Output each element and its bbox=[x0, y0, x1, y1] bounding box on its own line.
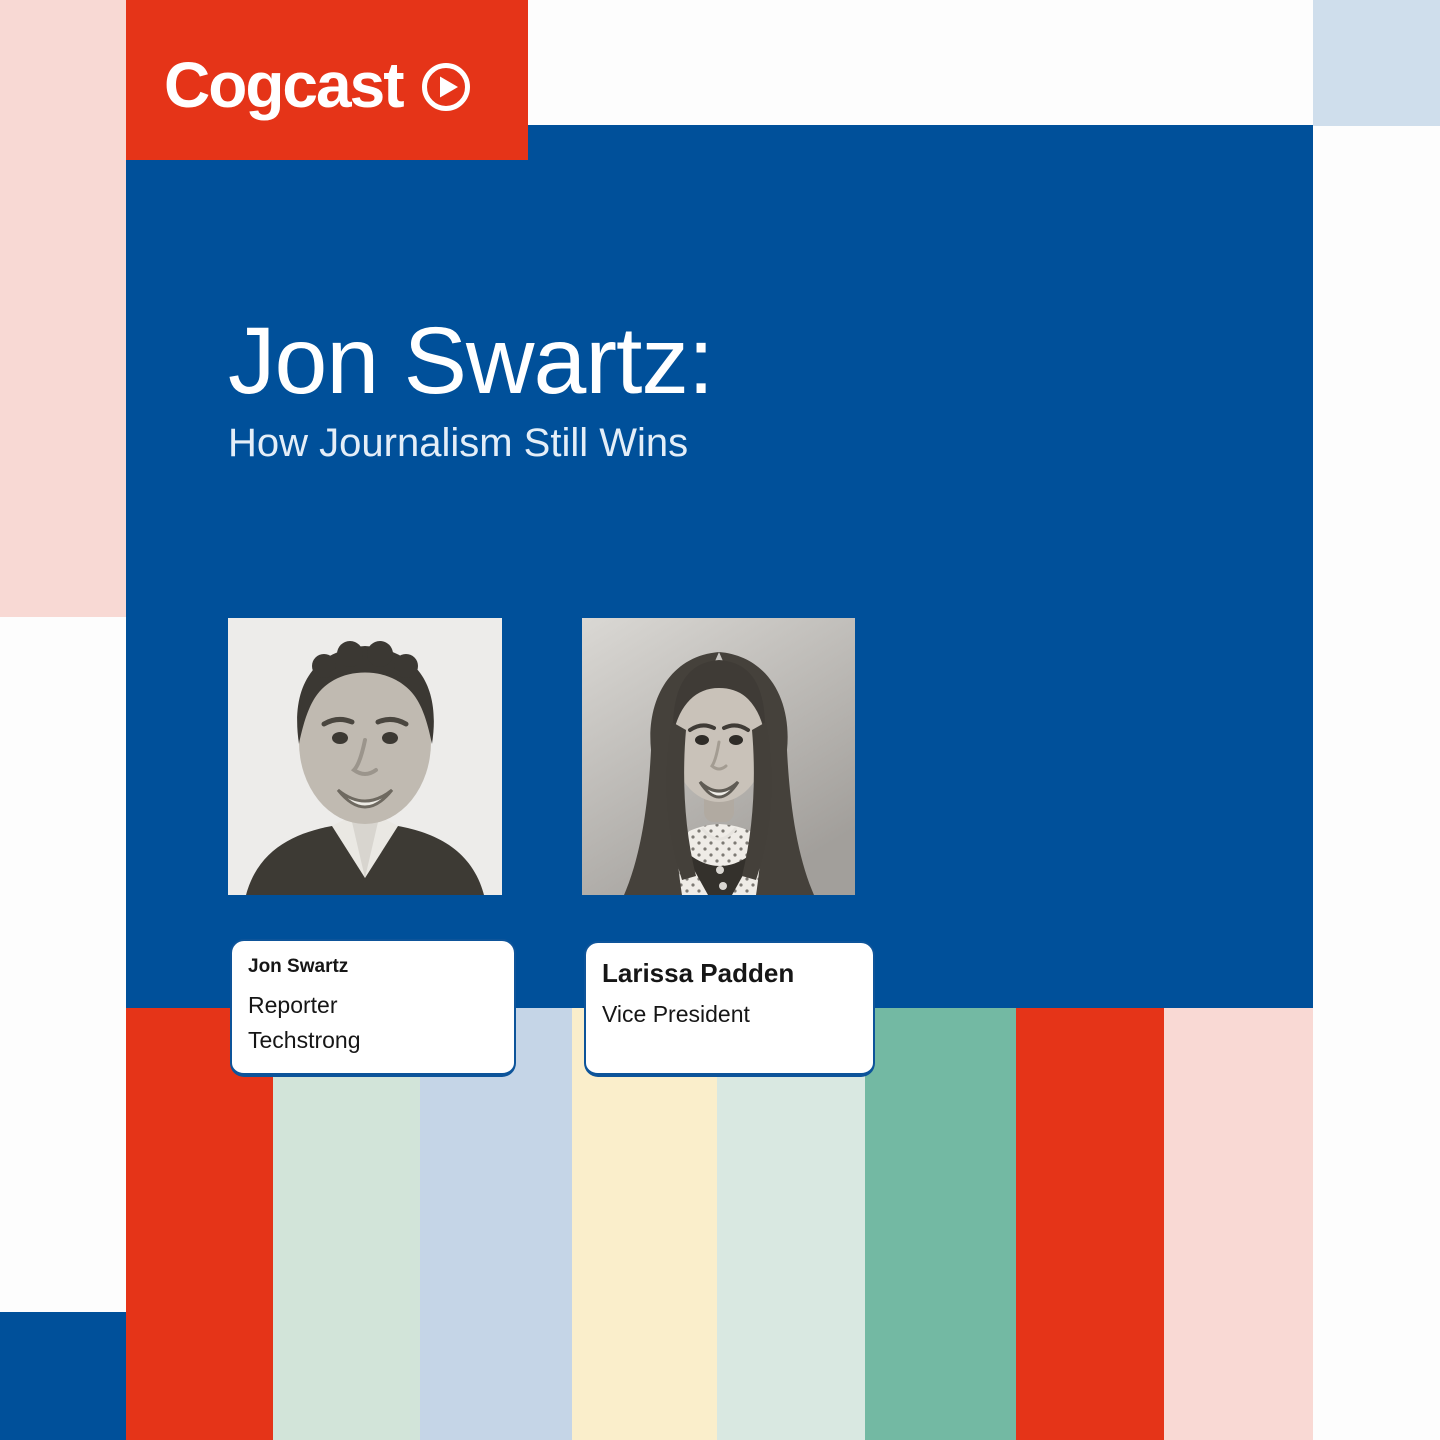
brand-logo-text: Cogcast bbox=[164, 49, 404, 121]
stripe-mint bbox=[273, 1008, 420, 1440]
stripe-teal bbox=[865, 1008, 1016, 1440]
portrait-image-man bbox=[228, 618, 502, 895]
speaker-photo-larissa bbox=[582, 618, 855, 895]
speaker-photo-jon bbox=[228, 618, 502, 895]
speaker-card-larissa: Larissa Padden Vice President bbox=[584, 941, 875, 1077]
stripe-light-blue bbox=[420, 1008, 572, 1440]
speaker-name: Jon Swartz bbox=[248, 956, 349, 977]
speaker-role: Vice President bbox=[602, 1001, 750, 1027]
episode-subtitle: How Journalism Still Wins bbox=[228, 421, 689, 465]
speaker-role: Reporter bbox=[248, 992, 338, 1018]
stripe-cream bbox=[572, 1008, 717, 1440]
stripe-mint-2 bbox=[717, 1008, 865, 1440]
speaker-name: Larissa Padden bbox=[602, 958, 795, 988]
portrait-image-woman bbox=[582, 618, 855, 895]
episode-title: Jon Swartz: bbox=[228, 308, 714, 414]
stripe-red-right bbox=[1016, 1008, 1164, 1440]
speaker-company: Techstrong bbox=[248, 1026, 361, 1053]
stripe-pink bbox=[1164, 1008, 1313, 1440]
stripe-red-left bbox=[126, 1008, 273, 1440]
blue-bottom-left-block bbox=[0, 1312, 126, 1440]
brand-logo-block: Cogcast bbox=[126, 0, 528, 160]
light-blue-corner-block bbox=[1313, 0, 1440, 126]
pink-corner-block bbox=[0, 0, 126, 617]
play-icon[interactable] bbox=[421, 62, 471, 112]
speaker-card-jon: Jon Swartz Reporter Techstrong bbox=[230, 939, 516, 1077]
